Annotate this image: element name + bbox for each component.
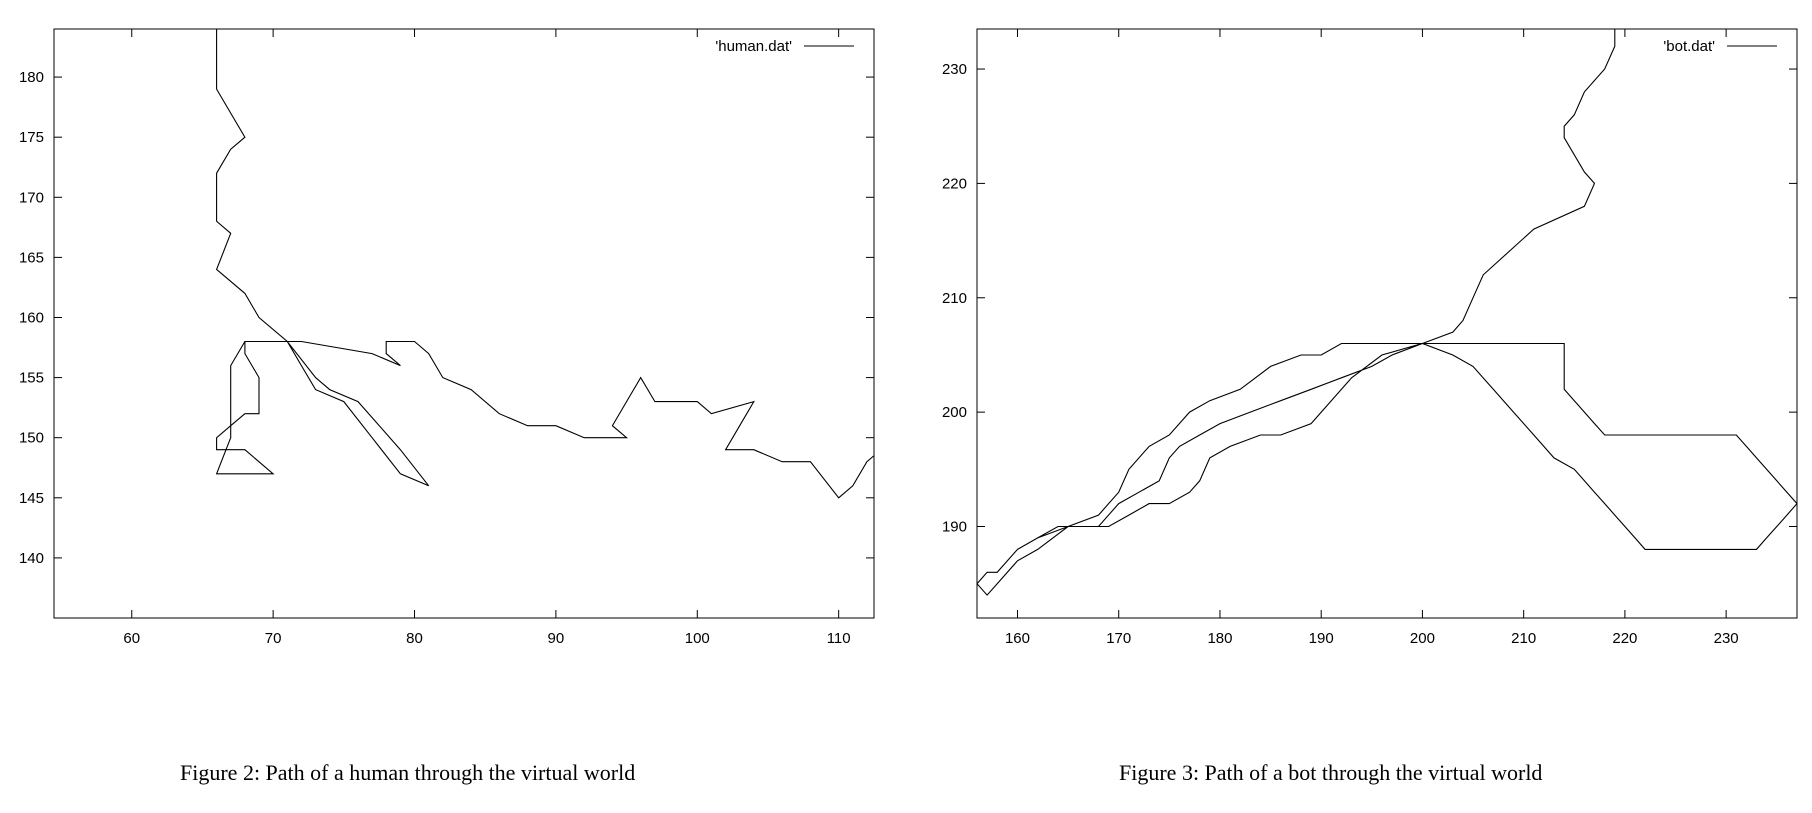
- y-tick-label: 145: [19, 490, 44, 507]
- y-tick-label: 170: [19, 189, 44, 206]
- y-tick-label: 150: [19, 430, 44, 447]
- figure-2-caption: Figure 2: Path of a human through the vi…: [180, 760, 636, 785]
- plot-1: 60 70 80 90 100 110 140 145 150 155 160 165 170 175 18…: [19, 28, 875, 647]
- legend-label: 'bot.dat': [1663, 38, 1715, 55]
- y-tick-label: 160: [19, 309, 44, 326]
- x-tick-label: 110: [827, 630, 851, 647]
- x-tick-label: 70: [265, 630, 282, 647]
- x-tick-label: 230: [1714, 630, 1739, 647]
- x-tick-label: 160: [1005, 630, 1030, 647]
- x-tick-label: 60: [123, 630, 140, 647]
- x-tick-label: 180: [1207, 630, 1232, 647]
- y-tick-label: 165: [19, 249, 44, 266]
- series-line-2-1: [977, 29, 1797, 596]
- x-tick-label: 190: [1309, 630, 1334, 647]
- y-tick-label: 200: [942, 404, 967, 421]
- y-tick-label: 155: [19, 370, 44, 387]
- figure-3-caption: Figure 3: Path of a bot through the virt…: [1119, 760, 1543, 785]
- y-tick-label: 210: [942, 290, 967, 307]
- y-tick-label: 180: [19, 69, 44, 86]
- y-tick-label: 220: [942, 175, 967, 192]
- x-tick-label: 100: [685, 630, 710, 647]
- series-line-1-1: [215, 29, 874, 499]
- y-tick-label: 140: [19, 550, 44, 567]
- plot-2: 160 170 180 190 200 210 220 230 190 200 210 220 230 '…: [942, 28, 1798, 647]
- x-tick-label: 210: [1511, 630, 1536, 647]
- plot-frame: [53, 28, 875, 619]
- x-tick-label: 90: [548, 630, 565, 647]
- y-tick-label: 175: [19, 129, 44, 146]
- x-tick-label: 200: [1410, 630, 1435, 647]
- plot-frame: [976, 28, 1798, 619]
- y-tick-label: 230: [942, 61, 967, 78]
- x-tick-label: 80: [406, 630, 423, 647]
- legend-label: 'human.dat': [715, 38, 792, 55]
- y-tick-label: 190: [942, 519, 967, 536]
- x-tick-label: 220: [1612, 630, 1637, 647]
- x-tick-label: 170: [1106, 630, 1131, 647]
